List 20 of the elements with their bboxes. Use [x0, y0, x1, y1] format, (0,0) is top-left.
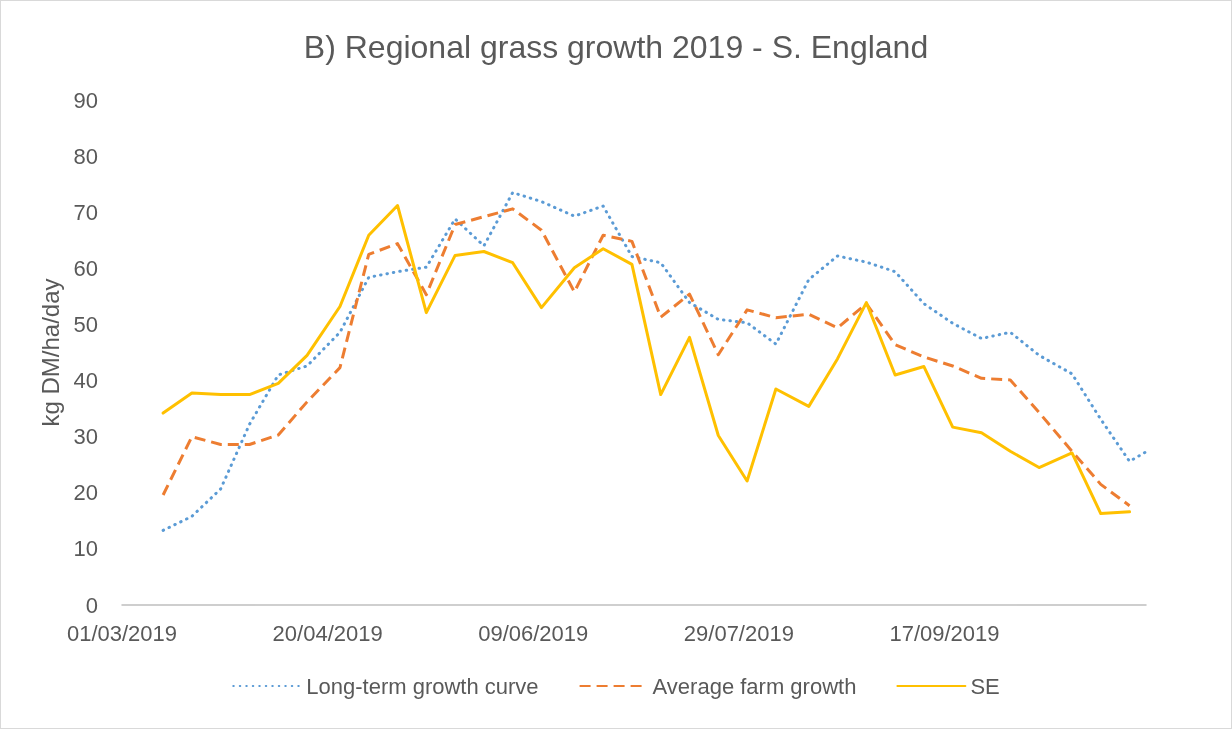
- y-tick-label: 10: [73, 536, 98, 562]
- x-tick-label: 09/06/2019: [478, 620, 589, 646]
- y-tick-label: 0: [85, 592, 98, 618]
- y-tick-label: 20: [73, 480, 98, 506]
- y-tick-label: 30: [73, 424, 98, 450]
- x-tick-label: 01/03/2019: [66, 620, 178, 646]
- y-tick-label: 90: [73, 87, 98, 113]
- y-tick-label: 70: [73, 199, 98, 225]
- x-tick-label: 17/09/2019: [889, 620, 1000, 646]
- legend-label: SE: [970, 673, 1000, 699]
- chart-title: B) Regional grass growth 2019 - S. England: [303, 29, 929, 65]
- y-tick-label: 50: [73, 311, 98, 337]
- y-tick-label: 40: [73, 368, 98, 394]
- y-axis-title: kg DM/ha/day: [37, 278, 65, 427]
- legend-label: Long-term growth curve: [306, 673, 539, 699]
- y-tick-label: 80: [73, 143, 98, 169]
- x-tick-label: 20/04/2019: [272, 620, 383, 646]
- y-tick-label: 60: [73, 255, 98, 281]
- legend-label: Average farm growth: [652, 673, 857, 699]
- x-tick-label: 29/07/2019: [683, 620, 794, 646]
